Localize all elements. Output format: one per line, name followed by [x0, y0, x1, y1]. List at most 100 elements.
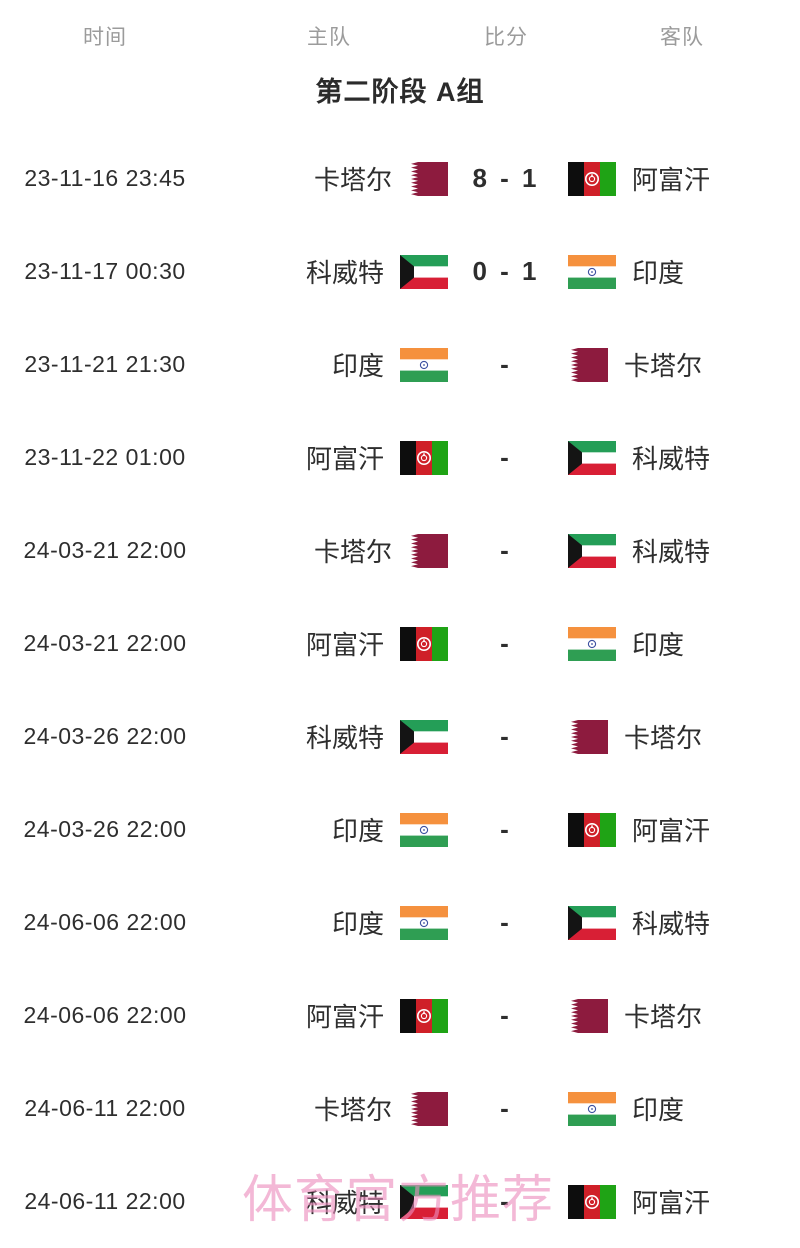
away-team-cell: 阿富汗	[564, 160, 800, 197]
match-row[interactable]: 24-03-21 22:00 卡塔尔 - 科威特	[0, 504, 800, 597]
afghanistan-flag-icon	[400, 626, 448, 661]
home-team-name: 阿富汗	[305, 444, 384, 474]
india-flag-icon	[400, 347, 448, 382]
match-row[interactable]: 24-06-11 22:00 卡塔尔 - 印度	[0, 1062, 800, 1155]
afghanistan-flag-icon	[568, 1184, 616, 1219]
home-team-cell: 印度	[210, 346, 448, 383]
away-team-name: 卡塔尔	[624, 351, 703, 381]
match-list: 23-11-16 23:45 卡塔尔 8 - 1 阿富汗 23-11-17 00…	[0, 132, 800, 1248]
match-score: -	[500, 1093, 512, 1123]
away-team-cell: 卡塔尔	[564, 346, 800, 383]
home-team-cell: 印度	[210, 811, 448, 848]
header-home: 主队	[307, 26, 351, 49]
match-row[interactable]: 23-11-21 21:30 印度 - 卡塔尔	[0, 318, 800, 411]
home-team-cell: 印度	[210, 904, 448, 941]
home-team-name: 印度	[331, 816, 384, 846]
india-flag-icon	[568, 254, 616, 289]
header-score: 比分	[484, 26, 528, 49]
match-score: -	[500, 349, 512, 379]
match-score: -	[500, 535, 512, 565]
qatar-flag-icon	[568, 347, 608, 382]
away-team-name: 阿富汗	[632, 1188, 711, 1218]
away-team-name: 卡塔尔	[624, 1002, 703, 1032]
match-score: -	[500, 628, 512, 658]
header-time: 时间	[83, 26, 127, 49]
away-team-cell: 印度	[564, 253, 800, 290]
away-team-cell: 科威特	[564, 904, 800, 941]
india-flag-icon	[400, 812, 448, 847]
match-score: -	[500, 721, 512, 751]
away-team-name: 科威特	[632, 537, 711, 567]
match-time: 24-06-11 22:00	[24, 1095, 186, 1121]
home-team-name: 卡塔尔	[313, 1095, 392, 1125]
match-score: -	[500, 442, 512, 472]
away-team-name: 科威特	[632, 444, 711, 474]
afghanistan-flag-icon	[400, 998, 448, 1033]
home-team-name: 科威特	[305, 723, 384, 753]
qatar-flag-icon	[408, 161, 448, 196]
kuwait-flag-icon	[568, 533, 616, 568]
away-team-name: 印度	[632, 1095, 685, 1125]
home-team-cell: 阿富汗	[210, 439, 448, 476]
away-team-name: 科威特	[632, 909, 711, 939]
away-team-cell: 阿富汗	[564, 1183, 800, 1220]
home-team-name: 卡塔尔	[313, 165, 392, 195]
india-flag-icon	[400, 905, 448, 940]
match-time: 23-11-17 00:30	[24, 258, 186, 284]
kuwait-flag-icon	[568, 440, 616, 475]
away-team-name: 印度	[632, 630, 685, 660]
qatar-flag-icon	[408, 1091, 448, 1126]
match-row[interactable]: 24-03-26 22:00 印度 - 阿富汗	[0, 783, 800, 876]
home-team-cell: 卡塔尔	[210, 532, 448, 569]
table-header: 时间 主队 比分 客队	[0, 0, 800, 66]
away-team-cell: 卡塔尔	[564, 997, 800, 1034]
match-row[interactable]: 23-11-17 00:30 科威特 0 - 1 印度	[0, 225, 800, 318]
home-team-cell: 科威特	[210, 1183, 448, 1220]
home-team-name: 印度	[331, 351, 384, 381]
india-flag-icon	[568, 1091, 616, 1126]
home-team-cell: 科威特	[210, 718, 448, 755]
away-team-name: 阿富汗	[632, 165, 711, 195]
match-time: 23-11-16 23:45	[24, 165, 186, 191]
match-score: -	[500, 1000, 512, 1030]
match-row[interactable]: 24-03-26 22:00 科威特 - 卡塔尔	[0, 690, 800, 783]
home-team-cell: 卡塔尔	[210, 160, 448, 197]
home-team-cell: 阿富汗	[210, 997, 448, 1034]
match-row[interactable]: 23-11-22 01:00 阿富汗 - 科威特	[0, 411, 800, 504]
match-row[interactable]: 24-06-06 22:00 印度 - 科威特	[0, 876, 800, 969]
match-time: 24-03-26 22:00	[23, 723, 187, 749]
match-score: -	[500, 907, 512, 937]
away-team-cell: 印度	[564, 625, 800, 662]
kuwait-flag-icon	[400, 1184, 448, 1219]
home-team-name: 印度	[331, 909, 384, 939]
away-team-cell: 印度	[564, 1090, 800, 1127]
away-team-name: 印度	[632, 258, 685, 288]
match-score: -	[500, 814, 512, 844]
home-team-cell: 科威特	[210, 253, 448, 290]
kuwait-flag-icon	[400, 254, 448, 289]
match-time: 24-06-06 22:00	[23, 909, 187, 935]
match-time: 24-03-26 22:00	[23, 816, 187, 842]
match-row[interactable]: 24-06-11 22:00 科威特 - 阿富汗	[0, 1155, 800, 1248]
home-team-name: 阿富汗	[305, 1002, 384, 1032]
afghanistan-flag-icon	[568, 161, 616, 196]
match-time: 24-03-21 22:00	[23, 537, 187, 563]
match-time: 23-11-21 21:30	[24, 351, 186, 377]
india-flag-icon	[568, 626, 616, 661]
afghanistan-flag-icon	[568, 812, 616, 847]
match-time: 23-11-22 01:00	[24, 444, 186, 470]
away-team-cell: 阿富汗	[564, 811, 800, 848]
match-score: 0 - 1	[472, 256, 540, 286]
home-team-name: 科威特	[305, 258, 384, 288]
match-row[interactable]: 24-03-21 22:00 阿富汗 - 印度	[0, 597, 800, 690]
home-team-cell: 卡塔尔	[210, 1090, 448, 1127]
header-away: 客队	[660, 26, 704, 49]
match-row[interactable]: 24-06-06 22:00 阿富汗 - 卡塔尔	[0, 969, 800, 1062]
kuwait-flag-icon	[400, 719, 448, 754]
home-team-name: 卡塔尔	[313, 537, 392, 567]
qatar-flag-icon	[568, 719, 608, 754]
away-team-cell: 卡塔尔	[564, 718, 800, 755]
kuwait-flag-icon	[568, 905, 616, 940]
match-row[interactable]: 23-11-16 23:45 卡塔尔 8 - 1 阿富汗	[0, 132, 800, 225]
afghanistan-flag-icon	[400, 440, 448, 475]
